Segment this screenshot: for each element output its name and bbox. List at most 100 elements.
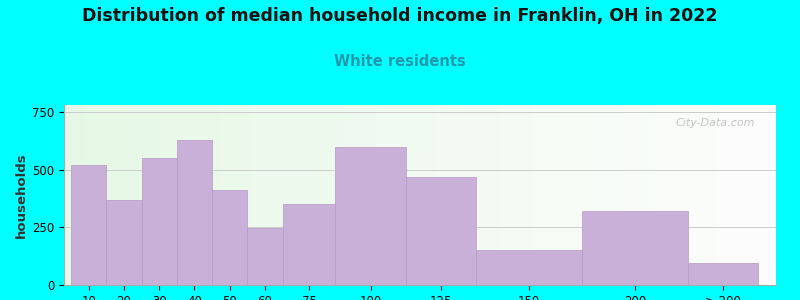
Bar	[162, 105, 164, 285]
Bar	[334, 105, 337, 285]
Bar	[432, 105, 434, 285]
Bar	[700, 105, 702, 285]
Bar	[562, 105, 565, 285]
Bar	[142, 105, 145, 285]
Bar	[370, 105, 373, 285]
Bar	[145, 105, 147, 285]
Bar	[358, 105, 361, 285]
Bar	[671, 105, 674, 285]
Bar	[742, 105, 745, 285]
Bar	[247, 229, 282, 285]
Bar	[261, 105, 263, 285]
Bar	[278, 105, 280, 285]
Bar	[600, 105, 602, 285]
Bar	[648, 105, 650, 285]
Bar	[157, 105, 159, 285]
Bar	[315, 105, 318, 285]
Bar	[292, 105, 294, 285]
Bar	[78, 105, 81, 285]
Bar	[69, 105, 71, 285]
Bar	[764, 105, 766, 285]
Bar	[150, 105, 152, 285]
Bar	[238, 105, 240, 285]
Bar	[422, 105, 425, 285]
Bar	[446, 105, 449, 285]
Bar	[658, 105, 660, 285]
Bar	[444, 105, 446, 285]
Bar	[268, 105, 270, 285]
Bar	[425, 105, 427, 285]
Bar	[610, 105, 612, 285]
Bar	[662, 105, 665, 285]
Bar	[714, 105, 717, 285]
Bar	[282, 105, 285, 285]
Bar	[223, 105, 226, 285]
Bar	[449, 105, 451, 285]
Bar	[147, 105, 150, 285]
Bar	[93, 105, 95, 285]
Bar	[330, 105, 332, 285]
Bar	[619, 105, 622, 285]
Bar	[64, 105, 66, 285]
Bar	[586, 105, 589, 285]
Bar	[496, 105, 498, 285]
Bar	[83, 105, 86, 285]
Bar	[688, 105, 690, 285]
Bar	[100, 105, 102, 285]
Bar	[375, 105, 378, 285]
Bar	[769, 105, 771, 285]
Bar	[394, 105, 396, 285]
Bar	[138, 105, 140, 285]
Bar	[389, 105, 391, 285]
Bar	[194, 105, 197, 285]
Bar	[337, 105, 339, 285]
Bar	[669, 105, 671, 285]
Bar	[477, 105, 479, 285]
Bar	[356, 105, 358, 285]
Bar	[534, 105, 536, 285]
Bar	[646, 105, 648, 285]
Bar	[254, 105, 256, 285]
Bar	[636, 105, 638, 285]
Bar	[479, 105, 482, 285]
Bar	[185, 105, 187, 285]
Bar	[451, 105, 454, 285]
Bar	[130, 105, 133, 285]
Bar	[90, 105, 93, 285]
Bar	[406, 176, 476, 285]
Bar	[710, 105, 712, 285]
Bar	[346, 105, 349, 285]
Bar	[574, 105, 577, 285]
Bar	[256, 105, 258, 285]
Text: Distribution of median household income in Franklin, OH in 2022: Distribution of median household income …	[82, 8, 718, 26]
Bar	[467, 105, 470, 285]
Bar	[579, 105, 582, 285]
Bar	[320, 105, 322, 285]
Bar	[246, 105, 249, 285]
Bar	[71, 165, 106, 285]
Bar	[228, 105, 230, 285]
Bar	[121, 105, 123, 285]
Bar	[126, 105, 128, 285]
Bar	[366, 105, 368, 285]
Bar	[513, 105, 515, 285]
Bar	[486, 105, 489, 285]
Bar	[602, 105, 605, 285]
Bar	[314, 105, 315, 285]
Bar	[695, 105, 698, 285]
Bar	[678, 105, 681, 285]
Bar	[216, 105, 218, 285]
Bar	[491, 105, 494, 285]
Bar	[693, 105, 695, 285]
Bar	[605, 105, 607, 285]
Bar	[111, 105, 114, 285]
Bar	[71, 105, 74, 285]
Bar	[774, 105, 776, 285]
Bar	[560, 105, 562, 285]
Bar	[752, 105, 754, 285]
Bar	[527, 105, 529, 285]
Bar	[724, 105, 726, 285]
Bar	[707, 105, 710, 285]
Bar	[142, 158, 177, 285]
Bar	[230, 105, 233, 285]
